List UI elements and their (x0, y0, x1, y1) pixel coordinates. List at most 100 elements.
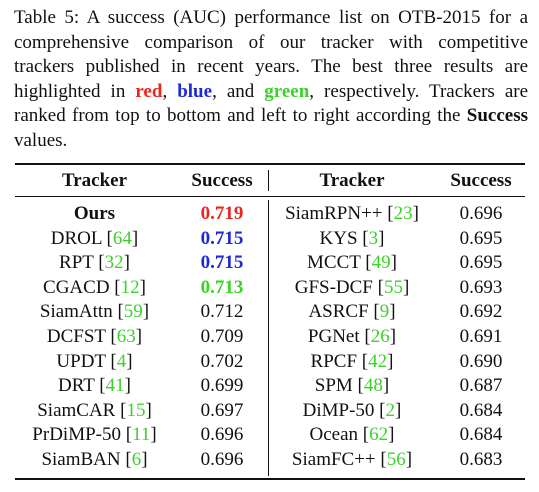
success-value: 0.684 (459, 399, 503, 421)
tracker-name: KYS [ (319, 227, 369, 249)
tracker-name: CGACD [ (43, 276, 121, 298)
success-value: 0.713 (200, 276, 244, 298)
citation-ref: 63 (116, 326, 136, 347)
success-value: 0.696 (200, 424, 244, 446)
close-bracket: ] (139, 276, 146, 298)
tracker-name-cell: ASRCF [9] (271, 301, 433, 323)
citation-ref: 56 (386, 449, 406, 470)
citation-ref: 9 (379, 301, 390, 323)
success-value: 0.702 (200, 350, 244, 372)
tracker-name-cell: DRT [41] (15, 375, 174, 397)
header-column-divider (268, 170, 269, 191)
table-bottom-rule (15, 478, 525, 480)
tracker-name-cell: SiamAttn [59] (15, 301, 174, 323)
citation-ref: 3 (368, 227, 379, 249)
success-value: 0.683 (459, 449, 503, 470)
tracker-name: ASRCF [ (308, 301, 380, 323)
close-bracket: ] (387, 350, 394, 372)
body-column-divider (268, 200, 269, 476)
tracker-name: MCCT [ (307, 252, 372, 274)
citation-ref: 62 (369, 424, 389, 446)
close-bracket: ] (145, 399, 152, 421)
tracker-name-cell: RPT [32] (15, 252, 174, 274)
success-value: 0.697 (200, 399, 244, 421)
tracker-name-cell: DROL [64] (15, 228, 174, 250)
header-tracker-right: Tracker (319, 170, 385, 191)
success-value: 0.687 (459, 375, 503, 397)
citation-ref: 59 (123, 301, 143, 323)
tracker-name: DCFST [ (46, 326, 117, 347)
caption-text-1: Table 5: A success (AUC) performance lis… (14, 7, 528, 102)
success-value: 0.715 (200, 227, 244, 249)
tracker-name-cell: SPM [48] (271, 375, 433, 397)
close-bracket: ] (402, 276, 410, 298)
caption-text-3: values. (14, 129, 68, 151)
tracker-name-cell: SiamCAR [15] (15, 400, 174, 422)
citation-ref: 42 (368, 350, 388, 372)
success-value: 0.709 (200, 326, 244, 347)
caption-sep-2: , and (212, 80, 265, 102)
tracker-name: PGNet [ (307, 326, 371, 347)
close-bracket: ] (141, 449, 148, 470)
header-success-right: Success (450, 170, 512, 191)
header-tracker-left: Tracker (61, 170, 128, 191)
tracker-name-cell: CGACD [12] (15, 277, 174, 299)
tracker-name-cell: Ocean [62] (271, 424, 433, 446)
success-value: 0.715 (200, 252, 244, 274)
close-bracket: ] (150, 424, 157, 446)
success-value: 0.692 (459, 301, 503, 323)
citation-ref: 12 (120, 276, 140, 298)
close-bracket: ] (395, 399, 402, 421)
success-value: 0.690 (459, 350, 503, 372)
close-bracket: ] (390, 252, 397, 274)
tracker-name-cell: GFS-DCF [55] (271, 277, 433, 299)
close-bracket: ] (131, 227, 139, 249)
tracker-name: SiamBAN [ (41, 449, 132, 470)
tracker-name: SiamAttn [ (39, 301, 124, 323)
tracker-name: RPCF [ (310, 350, 369, 372)
success-value: 0.691 (459, 326, 503, 347)
tracker-name: DiMP-50 [ (302, 399, 386, 421)
caption-red-word: red (135, 80, 163, 102)
success-value: 0.695 (459, 227, 503, 249)
tracker-name-cell: SiamFC++ [56] (271, 449, 433, 471)
citation-ref: 41 (105, 375, 125, 397)
citation-ref: 4 (116, 350, 127, 372)
tracker-name-cell: MCCT [49] (271, 252, 433, 274)
caption-success-word: Success (466, 105, 528, 127)
close-bracket: ] (142, 301, 150, 323)
tracker-name-cell: PGNet [26] (271, 326, 433, 348)
close-bracket: ] (412, 203, 419, 224)
success-value: 0.696 (200, 449, 244, 470)
success-value: 0.695 (459, 252, 503, 274)
close-bracket: ] (124, 375, 131, 397)
tracker-name: UPDT [ (56, 350, 117, 372)
tracker-name-cell: UPDT [4] (15, 351, 174, 373)
citation-ref: 6 (131, 449, 142, 470)
tracker-name: GFS-DCF [ (294, 276, 384, 298)
close-bracket: ] (126, 350, 133, 372)
tracker-name: SiamCAR [ (37, 399, 127, 421)
tracker-name: Ocean [ (309, 424, 370, 446)
tracker-name-cell: Ours (15, 203, 174, 225)
success-value: 0.699 (200, 375, 244, 397)
tracker-name: RPT [ (59, 252, 105, 274)
close-bracket: ] (405, 449, 413, 470)
citation-ref: 23 (393, 203, 413, 224)
tracker-name-cell: DiMP-50 [2] (271, 400, 433, 422)
table-top-rule (15, 163, 525, 165)
close-bracket: ] (389, 301, 396, 323)
citation-ref: 15 (126, 399, 146, 421)
table-caption: Table 5: A success (AUC) performance lis… (14, 6, 528, 154)
citation-ref: 26 (370, 326, 390, 347)
success-value: 0.684 (459, 424, 503, 446)
tracker-name-cell: RPCF [42] (271, 351, 433, 373)
tracker-name: DRT [ (58, 375, 106, 397)
citation-ref: 49 (371, 252, 391, 274)
citation-ref: 55 (383, 276, 403, 298)
citation-ref: 48 (363, 375, 383, 397)
close-bracket: ] (388, 424, 395, 446)
caption-blue-word: blue (177, 80, 213, 102)
tracker-name-cell: SiamRPN++ [23] (271, 203, 433, 225)
success-value: 0.693 (459, 276, 503, 298)
